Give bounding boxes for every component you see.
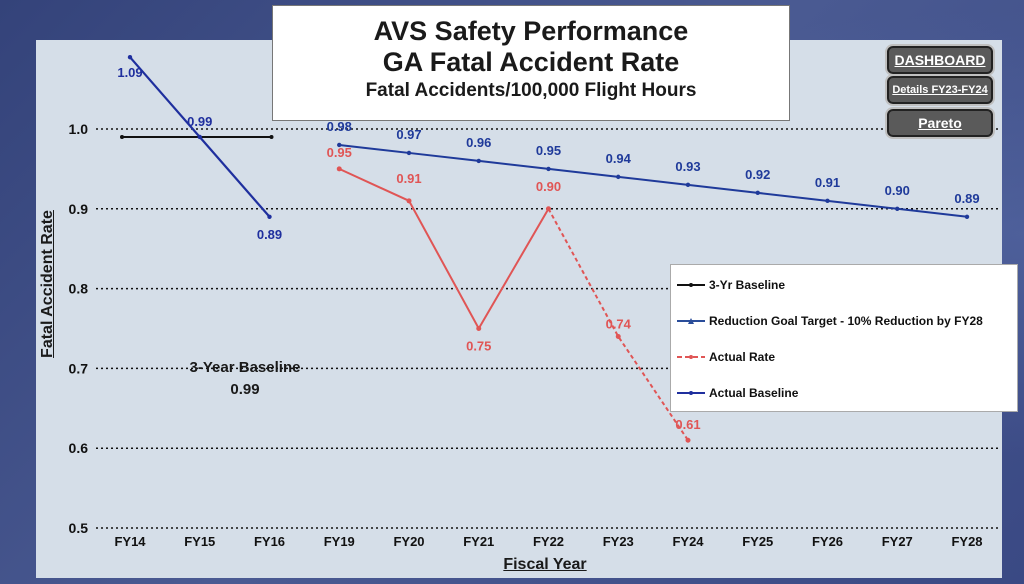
series-point-3yr-baseline <box>120 134 124 139</box>
series-point-actual-rate <box>476 326 482 331</box>
data-label-actual-baseline: 1.09 <box>117 65 142 80</box>
series-point-reduction-goal <box>685 182 691 188</box>
data-label-reduction-goal: 0.92 <box>745 167 770 182</box>
series-point-actual-rate <box>546 206 551 212</box>
x-tick-label: FY26 <box>812 534 843 549</box>
data-label-actual-rate: 0.90 <box>536 179 561 194</box>
x-tick-label: FY14 <box>114 534 146 549</box>
data-label-reduction-goal: 0.89 <box>954 191 979 206</box>
series-point-reduction-goal <box>755 190 760 196</box>
data-label-reduction-goal: 0.90 <box>885 183 910 198</box>
x-tick-label: FY28 <box>951 534 982 549</box>
x-tick-label: FY24 <box>672 534 704 549</box>
series-point-actual-baseline <box>127 54 133 60</box>
baseline-annotation-label: 3-Year Baseline <box>189 359 301 376</box>
legend-label: Reduction Goal Target - 10% Reduction by… <box>709 314 983 328</box>
series-point-reduction-goal <box>964 214 970 219</box>
legend-swatch-reduction-goal <box>677 318 705 324</box>
x-tick-label: FY15 <box>184 534 215 549</box>
series-point-reduction-goal <box>825 198 830 204</box>
x-tick-label: FY25 <box>742 534 773 549</box>
series-point-3yr-baseline <box>269 134 274 139</box>
y-tick-label: 0.9 <box>69 201 89 217</box>
x-tick-label: FY21 <box>463 534 494 549</box>
series-point-actual-rate <box>685 437 691 443</box>
data-label-reduction-goal: 0.97 <box>396 127 421 142</box>
chart-subtitle: Fatal Accidents/100,000 Flight Hours <box>365 80 697 101</box>
details-fy23-fy24-button[interactable]: Details FY23-FY24 <box>887 76 993 104</box>
x-tick-label: FY22 <box>533 534 564 549</box>
x-tick-label: FY16 <box>254 534 285 549</box>
series-point-actual-baseline <box>267 214 272 219</box>
baseline-annotation: 3-Year Baseline 0.99 <box>160 357 330 401</box>
series-point-actual-rate <box>336 166 342 172</box>
series-point-reduction-goal <box>616 174 621 180</box>
series-point-reduction-goal <box>337 142 342 148</box>
legend-swatch-3yr-baseline <box>677 283 705 287</box>
data-label-actual-baseline: 0.89 <box>257 227 282 242</box>
series-point-reduction-goal <box>895 206 900 211</box>
title-box: AVS Safety Performance GA Fatal Accident… <box>272 5 790 121</box>
data-label-actual-rate: 0.74 <box>606 316 632 331</box>
series-point-reduction-goal <box>406 150 412 156</box>
series-point-actual-rate <box>615 333 621 339</box>
y-tick-label: 0.8 <box>69 281 89 297</box>
legend-swatch-actual-rate <box>677 355 705 359</box>
legend-item-3yr-baseline: 3-Yr Baseline <box>677 275 785 295</box>
x-tick-label: FY23 <box>603 534 634 549</box>
legend-swatch-actual-baseline <box>677 391 705 395</box>
dashboard-button[interactable]: DASHBOARD <box>887 46 993 74</box>
x-tick-label: FY19 <box>324 534 355 549</box>
y-tick-label: 1.0 <box>69 121 89 137</box>
data-label-actual-rate: 0.75 <box>466 339 491 354</box>
series-point-reduction-goal <box>476 158 481 164</box>
data-label-reduction-goal: 0.93 <box>675 159 700 174</box>
series-line-reduction-goal <box>339 143 968 218</box>
data-label-actual-baseline: 0.99 <box>187 114 212 129</box>
data-label-reduction-goal: 0.95 <box>536 143 561 158</box>
baseline-annotation-value: 0.99 <box>230 381 260 398</box>
y-axis-title: Fatal Accident Rate <box>39 210 56 358</box>
legend-item-actual-baseline: Actual Baseline <box>677 383 798 403</box>
data-label-reduction-goal: 0.94 <box>606 151 632 166</box>
pareto-button[interactable]: Pareto <box>887 109 993 137</box>
chart-title-line2: GA Fatal Accident Rate <box>382 47 680 77</box>
legend-label: 3-Yr Baseline <box>709 278 786 292</box>
legend-item-reduction-goal: Reduction Goal Target - 10% Reduction by… <box>677 311 983 331</box>
data-label-reduction-goal: 0.91 <box>815 175 840 190</box>
chart-title-line1: AVS Safety Performance <box>373 16 689 46</box>
data-label-actual-rate: 0.91 <box>396 171 421 186</box>
data-label-reduction-goal: 0.98 <box>327 119 352 134</box>
data-label-reduction-goal: 0.96 <box>466 135 491 150</box>
x-axis-title: Fiscal Year <box>503 556 587 573</box>
series-line-actual-rate <box>338 167 550 331</box>
x-tick-label: FY20 <box>393 534 424 549</box>
legend-label: Actual Baseline <box>709 386 799 400</box>
series-point-actual-rate <box>406 198 412 204</box>
legend-label: Actual Rate <box>709 350 776 364</box>
y-tick-label: 0.5 <box>69 520 89 536</box>
y-tick-label: 0.6 <box>69 440 89 456</box>
legend: 3-Yr Baseline Reduction Goal Target - 10… <box>670 264 1018 412</box>
y-tick-label: 0.7 <box>69 360 89 376</box>
series-point-reduction-goal <box>546 166 551 172</box>
data-label-actual-rate: 0.61 <box>675 417 700 432</box>
data-label-actual-rate: 0.95 <box>327 145 352 160</box>
series-point-actual-baseline <box>197 134 202 140</box>
x-tick-label: FY27 <box>882 534 913 549</box>
legend-item-actual-rate: Actual Rate <box>677 347 775 367</box>
